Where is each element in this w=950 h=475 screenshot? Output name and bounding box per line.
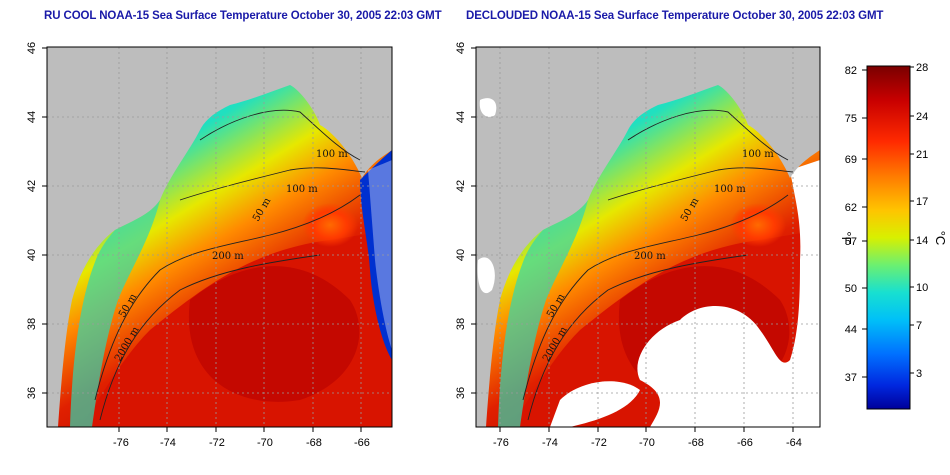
right-x-tick: -74 <box>542 437 558 449</box>
right-y-tick: 36 <box>455 387 467 399</box>
temperature-colorbar <box>866 65 911 410</box>
left-x-tick: -76 <box>113 437 129 449</box>
left-y-tick: 46 <box>26 42 38 54</box>
left-land <box>47 47 392 427</box>
colorbar-c-label: 3 <box>916 368 922 380</box>
colorbar-c-label: 28 <box>916 62 928 74</box>
colorbar-c-label: 14 <box>916 235 928 247</box>
colorbar-f-label: 75 <box>845 113 857 125</box>
right-y-tick: 42 <box>455 180 467 192</box>
left-y-tick: 40 <box>26 249 38 261</box>
right-x-tick: -68 <box>688 437 704 449</box>
right-contour-50m <box>607 167 794 201</box>
right-cloud-mask <box>637 160 820 427</box>
right-map-frame <box>475 46 821 428</box>
right-contour-200m <box>522 194 789 401</box>
left-x-tick: -70 <box>257 437 273 449</box>
left-contour-200m <box>94 194 361 401</box>
left-contour-2000m <box>99 254 321 421</box>
left-depth-label-100m-b: 100 m <box>286 184 318 195</box>
left-warm-eddy <box>302 203 358 247</box>
colorbar-fahrenheit-ticks <box>862 69 867 378</box>
left-depth-label-100m-a: 100 m <box>316 149 348 160</box>
colorbar-c-label: 24 <box>916 111 928 123</box>
colorbar-f-label: 57 <box>845 236 857 248</box>
right-y-tick: 40 <box>455 249 467 261</box>
right-x-tick: -70 <box>639 437 655 449</box>
right-y-tick: 46 <box>455 42 467 54</box>
right-grid <box>476 47 820 427</box>
right-land <box>476 47 820 427</box>
right-y-axis <box>471 47 476 394</box>
right-x-tick: -72 <box>591 437 607 449</box>
left-y-axis <box>42 47 47 394</box>
left-x-axis <box>118 427 362 432</box>
colorbar-f-label: 44 <box>845 324 857 336</box>
left-coast-shelf-water <box>70 200 160 427</box>
right-x-tick: -76 <box>493 437 509 449</box>
left-contour-50m <box>179 167 366 201</box>
right-map-panel <box>476 47 820 427</box>
colorbar-c-label: 17 <box>916 196 928 208</box>
left-map-title: RU COOL NOAA-15 Sea Surface Temperature … <box>44 10 442 22</box>
colorbar-c-label: 7 <box>916 320 922 332</box>
colorbar-c-label: 10 <box>916 282 928 294</box>
left-depth-label-200m: 200 m <box>212 251 244 262</box>
right-y-tick: 44 <box>455 111 467 123</box>
left-y-tick: 36 <box>26 387 38 399</box>
right-y-tick: 38 <box>455 318 467 330</box>
right-depth-label-100m-a: 100 m <box>742 149 774 160</box>
right-map-title: DECLOUDED NOAA-15 Sea Surface Temperatur… <box>466 10 884 22</box>
right-contour-100m <box>627 109 789 161</box>
colorbar-f-label: 50 <box>845 283 857 295</box>
right-coast-shelf-water <box>498 200 588 427</box>
right-depth-label-200m: 200 m <box>634 251 666 262</box>
right-x-axis <box>499 427 794 432</box>
left-y-tick: 44 <box>26 111 38 123</box>
right-inland-cloud-mask <box>477 98 497 294</box>
fahrenheit-unit-label: °F <box>839 231 854 244</box>
colorbar-f-label: 69 <box>845 154 857 166</box>
left-map-frame <box>46 46 393 428</box>
right-x-tick: -66 <box>737 437 753 449</box>
left-map-panel <box>47 47 392 427</box>
left-warm-core <box>188 266 360 402</box>
colorbar-f-label: 62 <box>845 202 857 214</box>
left-x-tick: -74 <box>160 437 176 449</box>
left-x-tick: -66 <box>354 437 370 449</box>
left-y-tick: 42 <box>26 180 38 192</box>
colorbar-c-label: 21 <box>916 149 928 161</box>
left-x-tick: -72 <box>209 437 225 449</box>
celsius-unit-label: °C <box>933 231 948 246</box>
left-y-tick: 38 <box>26 318 38 330</box>
colorbar-f-label: 37 <box>845 372 857 384</box>
right-depth-label-100m-b: 100 m <box>714 184 746 195</box>
left-x-tick: -68 <box>306 437 322 449</box>
colorbar-celsius-ticks <box>910 66 914 374</box>
right-x-tick: -64 <box>786 437 802 449</box>
left-grid <box>47 47 392 427</box>
left-cloud-speckle <box>368 160 392 350</box>
right-warm-eddy <box>730 203 786 247</box>
left-contour-100m <box>199 109 361 161</box>
colorbar-f-label: 82 <box>845 65 857 77</box>
right-contour-2000m <box>527 254 749 421</box>
left-offshore-cold-pixels <box>360 150 392 360</box>
